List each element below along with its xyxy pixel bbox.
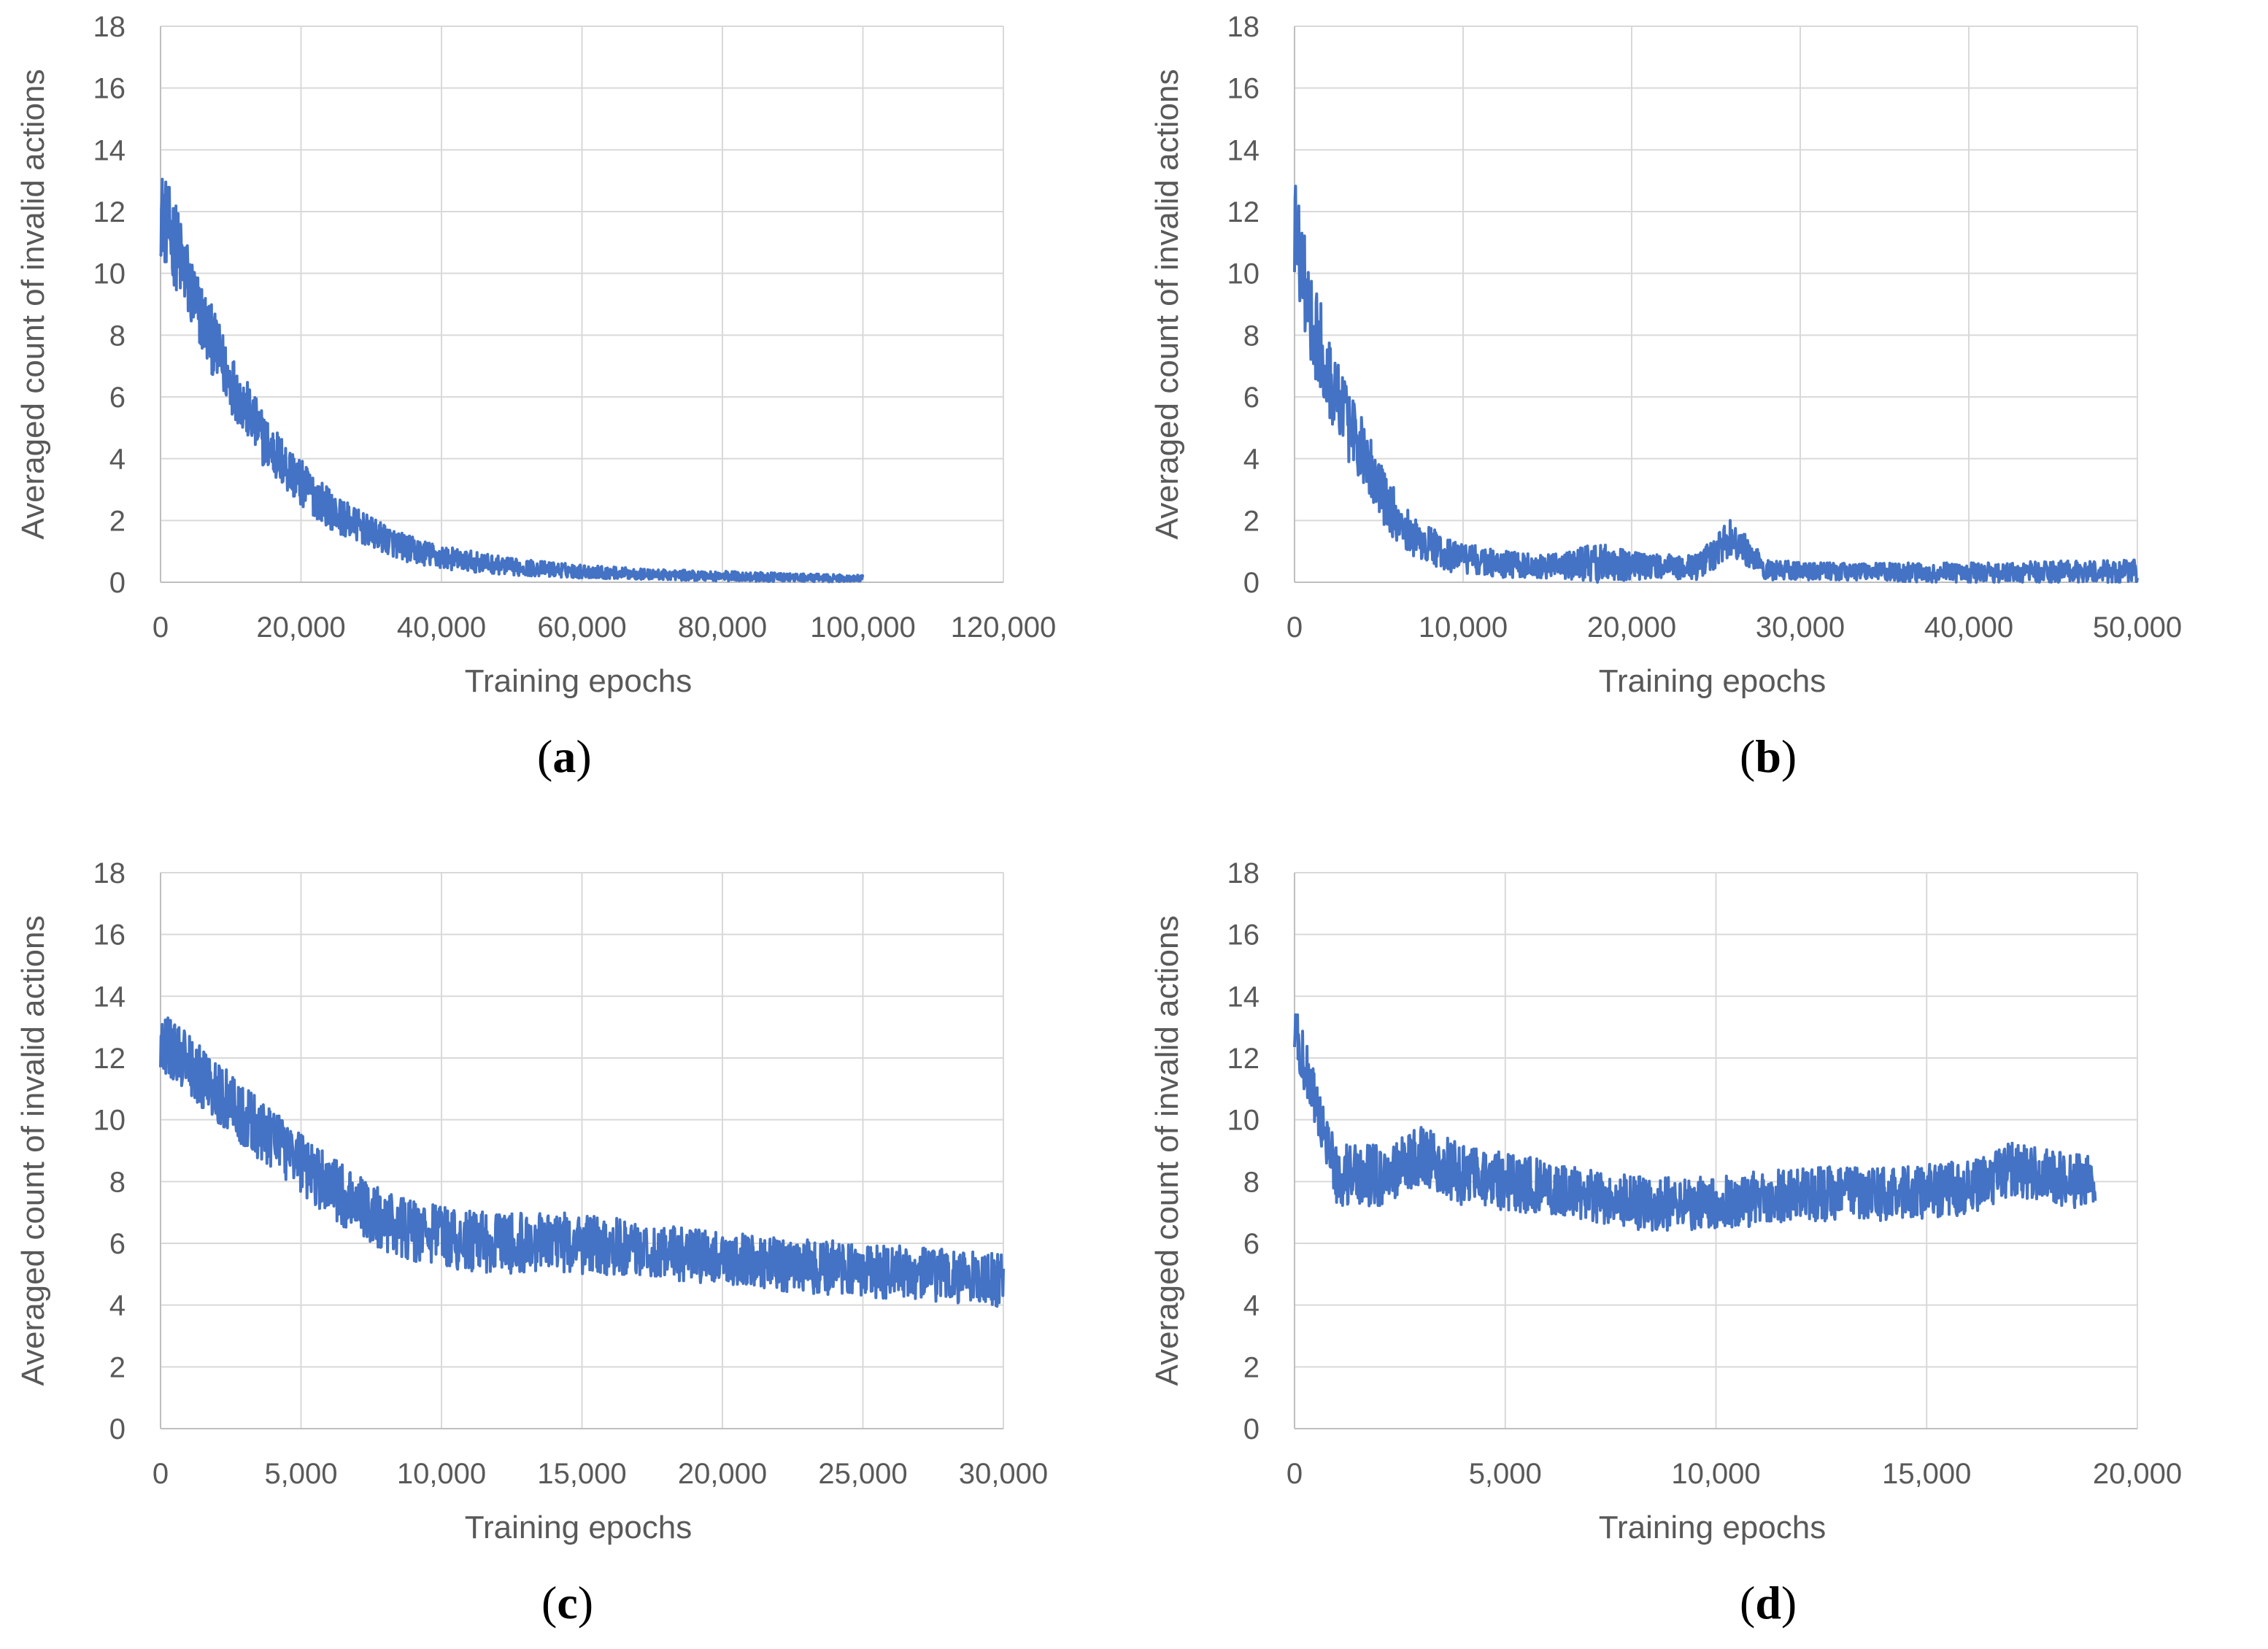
x-tick-label-d-4: 20,000 — [2093, 1458, 2182, 1490]
series-line-b-0 — [1293, 185, 2139, 584]
x-tick-label-b-1: 10,000 — [1419, 611, 1508, 644]
y-tick-label-b-4: 8 — [1243, 320, 1260, 352]
x-tick-label-b-5: 50,000 — [2093, 611, 2182, 644]
x-tick-label-a-2: 40,000 — [397, 611, 486, 644]
y-tick-label-b-9: 18 — [1227, 11, 1260, 43]
y-tick-label-c-1: 2 — [109, 1351, 126, 1383]
x-tick-label-c-0: 0 — [153, 1458, 169, 1490]
chart-panel-c: 0 2 4 6 8 10 12 14 16 18 0 5,000 10,000 15,000 20,000 2… — [15, 857, 1048, 1545]
y-tick-label-c-5: 10 — [93, 1105, 126, 1137]
y-tick-label-c-3: 6 — [109, 1228, 126, 1260]
y-tick-label-c-6: 12 — [93, 1043, 126, 1075]
y-axis-title-d: Averaged count of invalid actions — [1149, 916, 1185, 1386]
chart-panel-b: 0 2 4 6 8 10 12 14 16 18 0 10,000 20,000 30,000 40,000… — [1149, 11, 2182, 699]
x-tick-label-b-4: 40,000 — [1924, 611, 2013, 644]
x-axis-title-a: Training epochs — [465, 663, 692, 699]
x-tick-label-a-4: 80,000 — [678, 611, 767, 644]
y-tick-label-d-2: 4 — [1243, 1290, 1260, 1322]
y-tick-label-a-4: 8 — [109, 320, 126, 352]
y-tick-label-a-7: 14 — [93, 134, 126, 166]
y-tick-label-b-0: 0 — [1243, 567, 1260, 599]
x-axis-title-d: Training epochs — [1599, 1510, 1826, 1545]
y-tick-label-c-7: 14 — [93, 981, 126, 1013]
y-tick-label-b-8: 16 — [1227, 73, 1260, 105]
y-tick-label-d-0: 0 — [1243, 1413, 1260, 1445]
caption-d-letter: d — [1755, 1577, 1781, 1629]
caption-c-letter: c — [557, 1577, 578, 1629]
x-tick-label-d-3: 15,000 — [1882, 1458, 1971, 1490]
x-tick-label-d-1: 5,000 — [1469, 1458, 1542, 1490]
chart-panel-d: 0 2 4 6 8 10 12 14 16 18 0 5,000 10,000 15,000 20,000 T… — [1149, 857, 2182, 1545]
y-tick-label-c-4: 8 — [109, 1166, 126, 1198]
y-tick-label-a-0: 0 — [109, 567, 126, 599]
y-tick-label-d-3: 6 — [1243, 1228, 1260, 1260]
y-tick-label-c-8: 16 — [93, 919, 126, 951]
y-tick-label-d-5: 10 — [1227, 1105, 1260, 1137]
caption-d: (d) — [1740, 1577, 1797, 1629]
caption-c: (c) — [541, 1577, 594, 1629]
x-tick-label-c-2: 10,000 — [397, 1458, 486, 1490]
caption-b: (b) — [1740, 730, 1797, 782]
caption-a-letter: a — [552, 730, 576, 782]
x-tick-label-a-5: 100,000 — [810, 611, 916, 644]
x-tick-label-c-4: 20,000 — [678, 1458, 767, 1490]
y-tick-label-b-2: 4 — [1243, 444, 1260, 476]
x-tick-label-a-3: 60,000 — [537, 611, 626, 644]
y-tick-label-b-5: 10 — [1227, 258, 1260, 290]
x-tick-label-b-2: 20,000 — [1587, 611, 1676, 644]
y-tick-label-b-1: 2 — [1243, 505, 1260, 537]
y-tick-label-b-3: 6 — [1243, 382, 1260, 414]
y-tick-label-b-6: 12 — [1227, 196, 1260, 228]
y-tick-label-d-6: 12 — [1227, 1043, 1260, 1075]
y-axis-title-b: Averaged count of invalid actions — [1149, 69, 1185, 540]
x-tick-label-a-0: 0 — [153, 611, 169, 644]
x-tick-label-a-6: 120,000 — [951, 611, 1057, 644]
x-tick-label-c-6: 30,000 — [959, 1458, 1048, 1490]
y-tick-label-a-2: 4 — [109, 444, 126, 476]
x-tick-label-b-3: 30,000 — [1756, 611, 1845, 644]
y-axis-title-c: Averaged count of invalid actions — [15, 916, 51, 1386]
y-tick-label-c-9: 18 — [93, 857, 126, 889]
caption-a: (a) — [537, 730, 592, 782]
x-tick-label-c-5: 25,000 — [818, 1458, 907, 1490]
y-tick-label-a-8: 16 — [93, 73, 126, 105]
y-tick-label-b-7: 14 — [1227, 134, 1260, 166]
x-tick-label-c-3: 15,000 — [537, 1458, 626, 1490]
y-tick-label-d-7: 14 — [1227, 981, 1260, 1013]
x-tick-label-d-2: 10,000 — [1671, 1458, 1760, 1490]
series-line-d-0 — [1293, 1013, 2097, 1232]
y-tick-label-d-4: 8 — [1243, 1166, 1260, 1198]
x-tick-label-b-0: 0 — [1287, 611, 1303, 644]
y-tick-label-a-1: 2 — [109, 505, 126, 537]
x-axis-title-c: Training epochs — [465, 1510, 692, 1545]
x-tick-label-d-0: 0 — [1287, 1458, 1303, 1490]
y-tick-label-a-5: 10 — [93, 258, 126, 290]
y-axis-title-a: Averaged count of invalid actions — [15, 69, 51, 540]
series-line-a-0 — [159, 177, 865, 584]
y-tick-label-a-6: 12 — [93, 196, 126, 228]
y-tick-label-d-1: 2 — [1243, 1351, 1260, 1383]
y-tick-label-a-3: 6 — [109, 382, 126, 414]
x-tick-label-c-1: 5,000 — [264, 1458, 337, 1490]
series-line-c-0 — [159, 1016, 1005, 1308]
caption-b-letter: b — [1755, 730, 1781, 782]
y-tick-label-d-8: 16 — [1227, 919, 1260, 951]
y-tick-label-c-0: 0 — [109, 1413, 126, 1445]
y-tick-label-a-9: 18 — [93, 11, 126, 43]
y-tick-label-d-9: 18 — [1227, 857, 1260, 889]
x-axis-title-b: Training epochs — [1599, 663, 1826, 699]
x-tick-label-a-1: 20,000 — [256, 611, 345, 644]
y-tick-label-c-2: 4 — [109, 1290, 126, 1322]
chart-panel-a: 0 2 4 6 8 10 12 14 16 18 0 20,000 40,000 60,000 80,000… — [15, 11, 1057, 699]
